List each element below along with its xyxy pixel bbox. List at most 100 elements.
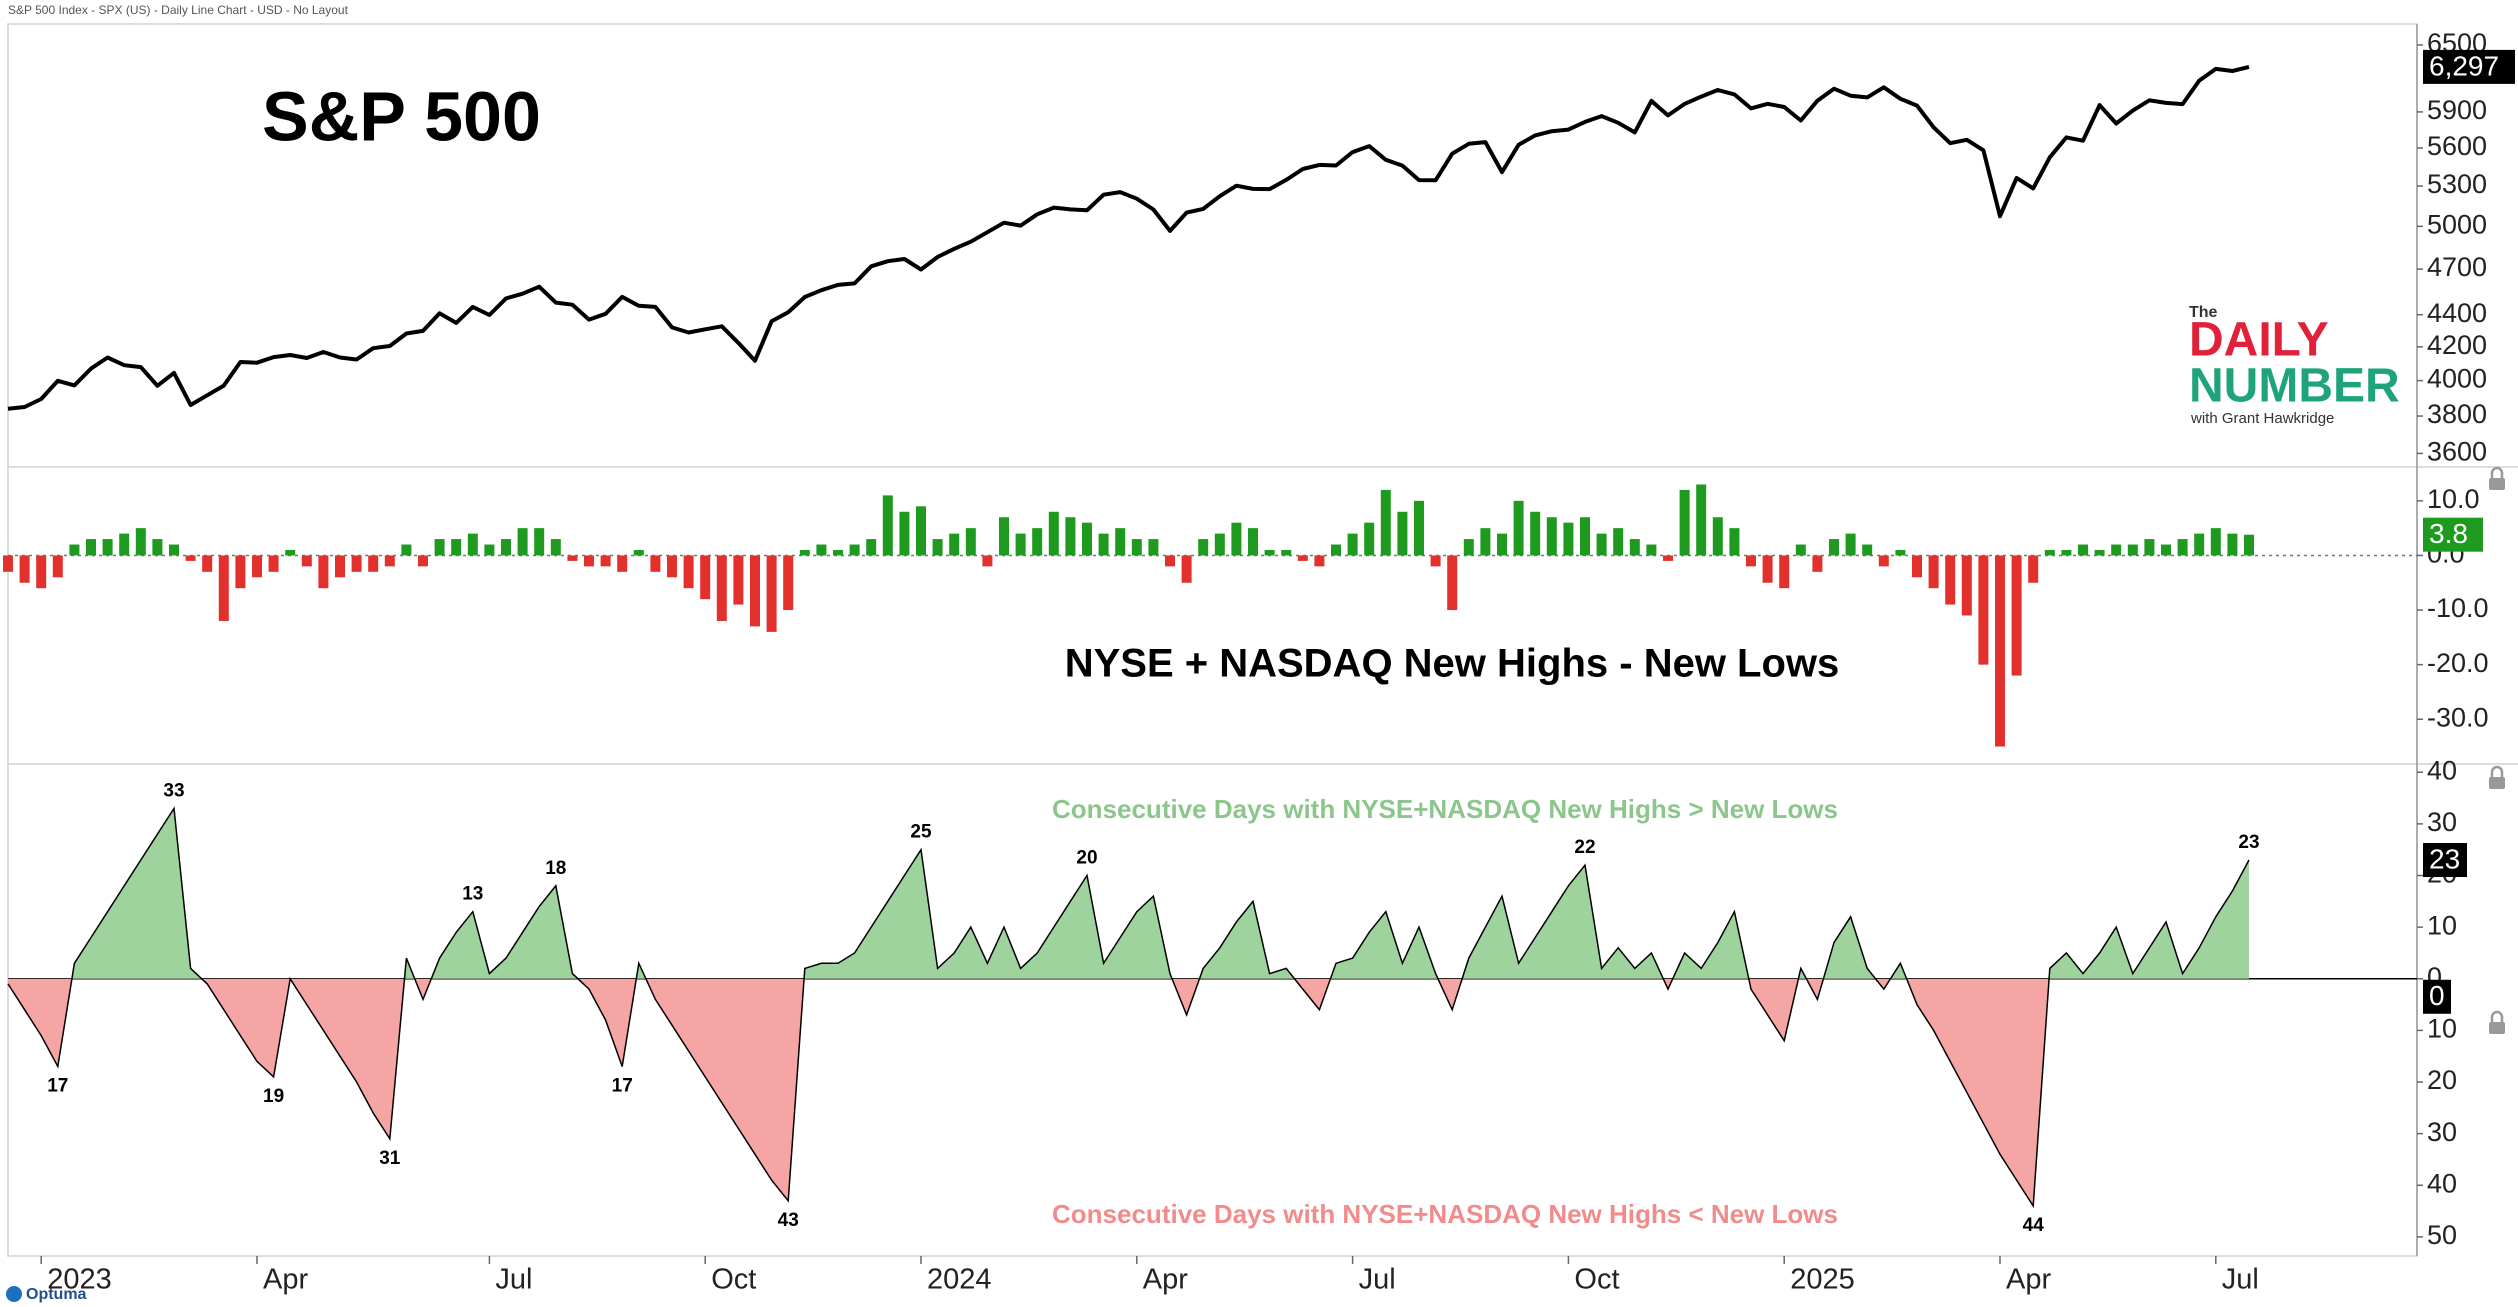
- bar: [1729, 528, 1740, 556]
- x-tick-label: 2025: [1790, 1264, 1855, 1296]
- y-tick-label: 40: [2427, 1168, 2457, 1198]
- bar: [1364, 522, 1375, 556]
- bar: [2227, 533, 2238, 556]
- bar: [1862, 544, 1873, 556]
- y-tick-label: 50: [2427, 1220, 2457, 1250]
- data-label: 43: [778, 1210, 799, 1231]
- bar: [2111, 544, 2122, 556]
- data-label: 22: [1574, 837, 1595, 858]
- bar: [52, 555, 63, 578]
- bar: [567, 555, 578, 561]
- bar: [1347, 533, 1358, 556]
- bar: [1812, 555, 1823, 572]
- bar: [982, 555, 993, 567]
- current-value-label: 23: [2429, 843, 2460, 874]
- logo-prefix: The: [2189, 304, 2218, 321]
- bar: [218, 555, 229, 621]
- bar: [1530, 511, 1541, 556]
- data-label: 31: [379, 1148, 401, 1169]
- x-tick-label: 2023: [47, 1264, 112, 1296]
- brand: Optuma: [26, 1286, 87, 1303]
- bar: [766, 555, 777, 632]
- bar: [285, 549, 296, 556]
- current-value-label: 6,297: [2429, 50, 2499, 81]
- data-label: 33: [163, 780, 184, 801]
- bar: [1065, 517, 1076, 556]
- bar: [384, 555, 395, 567]
- bar: [19, 555, 30, 583]
- y-tick-label: 10: [2427, 910, 2457, 940]
- bar: [600, 555, 611, 567]
- bar: [1513, 500, 1524, 556]
- chart-title: S&P 500: [262, 77, 541, 155]
- bar: [1297, 555, 1308, 561]
- bar: [733, 555, 744, 605]
- bar: [318, 555, 329, 589]
- bar: [135, 528, 146, 556]
- bar: [750, 555, 760, 627]
- bar: [1613, 528, 1624, 556]
- bar: [1281, 549, 1292, 556]
- bar: [517, 528, 528, 556]
- bar: [1497, 533, 1507, 556]
- bar: [882, 495, 893, 556]
- bar: [1231, 522, 1242, 556]
- bar: [866, 539, 877, 556]
- bar: [1961, 555, 1972, 616]
- y-tick-label: 3800: [2427, 399, 2487, 429]
- x-tick-label: Apr: [263, 1264, 308, 1296]
- current-value-box: [2423, 979, 2451, 1014]
- positive-area: [8, 808, 2249, 979]
- bar: [1264, 549, 1275, 556]
- bar: [550, 539, 561, 556]
- bar: [252, 555, 262, 578]
- bar: [1945, 555, 1956, 605]
- bar: [169, 544, 179, 556]
- bar: [949, 533, 960, 556]
- bar: [716, 555, 727, 621]
- bar: [1563, 522, 1574, 556]
- data-label: 25: [910, 822, 932, 843]
- bar: [484, 544, 495, 556]
- bar: [2177, 539, 2188, 556]
- bar: [1380, 489, 1391, 556]
- logo-word: DAILY: [2189, 314, 2329, 367]
- y-tick-label: -20.0: [2427, 648, 2489, 678]
- bar: [1546, 517, 1557, 556]
- data-label: 17: [47, 1076, 68, 1097]
- y-tick-label: 4200: [2427, 330, 2487, 360]
- bar: [1331, 544, 1341, 556]
- bar: [1912, 555, 1922, 578]
- bar: [1845, 533, 1856, 556]
- bar: [1414, 500, 1424, 556]
- data-label: 44: [2023, 1215, 2045, 1236]
- bar: [534, 528, 545, 556]
- bar: [849, 544, 860, 556]
- bar: [86, 539, 96, 556]
- y-tick-label: 30: [2427, 1117, 2457, 1147]
- y-tick-label: 10.0: [2427, 484, 2480, 514]
- x-tick-label: Jul: [2222, 1264, 2259, 1296]
- bar: [2011, 555, 2022, 676]
- bar: [202, 555, 213, 572]
- y-tick-label: 5900: [2427, 95, 2487, 125]
- bar: [235, 555, 246, 589]
- bar: [584, 555, 594, 567]
- logo-word: NUMBER: [2189, 360, 2400, 413]
- bar: [1480, 528, 1491, 556]
- bar: [1746, 555, 1756, 567]
- streak-line: [7, 806, 2250, 1209]
- bar: [1928, 555, 1939, 589]
- bar: [1131, 539, 1142, 556]
- y-tick-label: 5300: [2427, 169, 2487, 199]
- bar: [1032, 528, 1043, 556]
- bar: [1165, 555, 1175, 567]
- y-tick-label: 20: [2427, 1065, 2457, 1095]
- bar: [932, 539, 943, 556]
- annotation: Consecutive Days with NYSE+NASDAQ New Hi…: [1052, 794, 1838, 824]
- x-tick-label: Jul: [495, 1264, 532, 1296]
- data-label: 13: [462, 884, 483, 905]
- header: S&P 500 Index - SPX (US) - Daily Line Ch…: [8, 3, 349, 17]
